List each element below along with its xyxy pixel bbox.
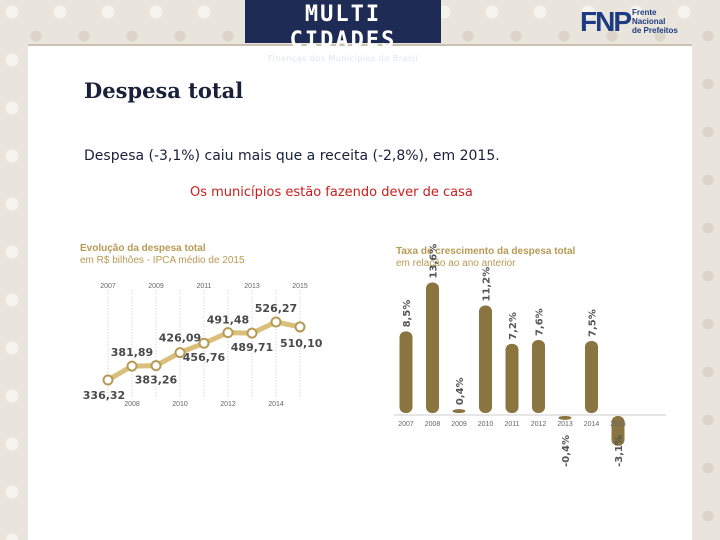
bar-chart-bar [611,416,625,446]
line-chart-value-label: 489,71 [231,341,273,354]
line-chart-bottom-tick: 2014 [268,401,284,408]
bar-chart-subtitle: em relação ao ano anterior [396,258,516,269]
bar-chart-category-label: 2009 [451,421,467,428]
bar-chart-category-label: 2011 [504,421,519,428]
fnp-mark: FNP [580,6,632,38]
bar-chart-value-label: 0,4% [455,377,466,405]
bar-chart-bar [532,340,545,413]
bar-chart-category-label: 2008 [425,421,441,428]
bar-chart-value-label: 7,6% [535,308,546,336]
line-chart-value-label: 383,26 [135,374,178,387]
line-chart-bottom-tick: 2010 [172,401,188,408]
bar-chart-bar [399,331,413,413]
fnp-line-1: Frente [632,8,657,17]
line-chart-top-tick: 2015 [292,283,308,290]
bar-chart-value-label: -3,1% [614,435,625,467]
logo-main-text: MULTI CIDADES [289,2,397,53]
bar-chart-category-label: 2014 [584,421,600,428]
header-divider [28,44,692,46]
bar-chart-category-label: 2007 [398,421,414,428]
fnp-name: Frente Nacional de Prefeitos [632,8,678,35]
slide-panel [28,46,692,540]
line-chart-value-label: 336,32 [83,389,125,402]
bar-chart-category-label: 2012 [531,421,547,428]
line-chart-top-tick: 2009 [148,283,164,290]
line-chart-value-label: 491,48 [207,314,249,327]
line-chart-value-label: 456,76 [183,351,226,364]
bar-chart-bar [452,409,466,413]
line-chart-point [198,337,210,349]
bar-chart-value-label: 7,5% [588,309,599,337]
fnp-mark-text: FNP [580,6,632,37]
line-chart-point [246,327,258,339]
fnp-logo: FNP Frente Nacional de Prefeitos [580,4,690,42]
line-chart-title-text: Evolução da despesa total [80,243,206,254]
line-chart-point [102,374,114,386]
line-chart-point [126,360,138,372]
line-chart-point [222,327,234,339]
line-chart-bottom-tick: 2008 [124,401,140,408]
bar-chart-value-label: 8,5% [402,300,413,328]
line-chart-top-tick: 2007 [100,283,116,290]
bar-chart-bar [505,343,519,413]
bar-chart-category-label: 2015 [610,421,626,428]
slide-title: Despesa total [84,78,244,103]
line-chart-value-label: 426,09 [159,332,201,345]
line-chart-value-label: 510,10 [280,337,323,350]
bar-chart-value-label: 11,2% [482,267,493,302]
bar-chart-bar [479,305,492,413]
bar-chart-title: Taxa de crescimento da despesa total em … [396,246,575,270]
bar-chart-category-label: 2013 [557,421,573,428]
logo-sub-text: Finanças dos Municípios do Brasil [267,54,419,63]
line-chart-top-tick: 2013 [244,283,260,290]
line-chart-title: Evolução da despesa total em R$ bilhões … [80,243,245,267]
bar-chart-title-text: Taxa de crescimento da despesa total [396,246,576,257]
fnp-line-3: de Prefeitos [632,26,678,35]
line-chart-bottom-tick: 2012 [220,401,236,408]
multi-cidades-logo: MULTI CIDADES Finanças dos Municípios do… [245,0,441,63]
bar-chart-bar [585,341,598,413]
slide-headline: Os municípios estão fazendo dever de cas… [190,185,473,200]
line-chart-point [270,316,282,328]
line-chart-top-tick: 2011 [196,283,211,290]
line-chart-value-label: 526,27 [255,302,297,315]
bar-chart-value-label: 7,2% [508,312,519,340]
fnp-line-2: Nacional [632,17,666,26]
bar-chart-value-label: 13,6% [429,244,440,279]
bar-chart-bar [426,282,439,413]
line-chart-value-label: 381,89 [111,346,153,359]
line-chart-point [174,347,186,359]
line-chart-point [294,321,306,333]
slide-subtitle: Despesa (-3,1%) caiu mais que a receita … [84,148,500,164]
bar-chart-bar [558,416,572,420]
bar-chart-value-label: -0,4% [561,435,572,467]
bar-chart-category-label: 2010 [478,421,494,428]
line-chart-point [150,360,162,372]
line-chart-subtitle: em R$ bilhões - IPCA médio de 2015 [80,255,245,266]
